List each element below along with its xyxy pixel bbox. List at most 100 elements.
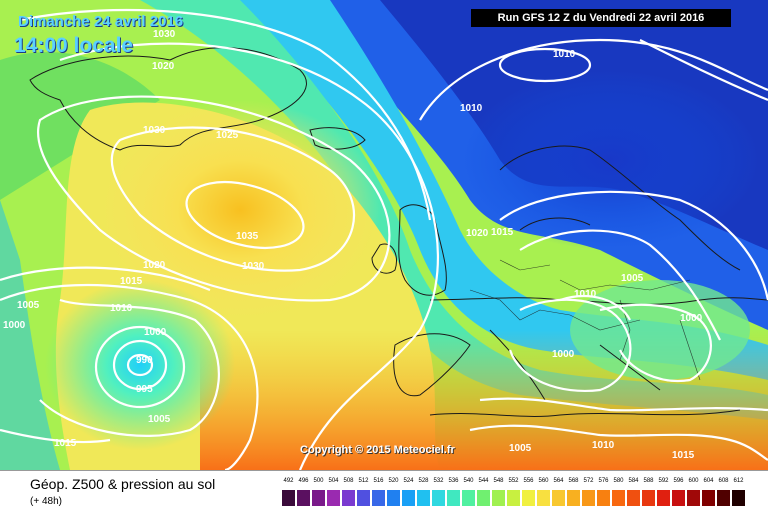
color-swatch xyxy=(702,490,715,506)
isobar-label: 1020 xyxy=(466,228,489,239)
color-swatch xyxy=(522,490,535,506)
color-swatch xyxy=(417,490,430,506)
color-swatch xyxy=(492,490,505,506)
isobar-label: 1015 xyxy=(672,450,695,461)
color-scale-tick: 612 xyxy=(733,478,744,484)
legend-subtitle: (+ 48h) xyxy=(30,496,62,507)
color-swatch xyxy=(657,490,670,506)
color-swatch xyxy=(372,490,385,506)
isobar-label: 1000 xyxy=(144,327,167,338)
color-scale-tick: 608 xyxy=(718,478,729,484)
color-swatch xyxy=(462,490,475,506)
isobar-label: 1005 xyxy=(148,414,171,425)
color-swatch xyxy=(732,490,745,506)
color-swatch xyxy=(327,490,340,506)
color-scale-tick: 584 xyxy=(628,478,639,484)
isobar-label: 1020 xyxy=(152,61,175,72)
color-scale-tick: 576 xyxy=(598,478,609,484)
color-scale-tick: 548 xyxy=(493,478,504,484)
color-scale-tick: 536 xyxy=(448,478,459,484)
isobar-label: 1030 xyxy=(153,29,176,40)
color-swatch xyxy=(627,490,640,506)
isobar-label: 1030 xyxy=(242,261,265,272)
color-scale-tick: 504 xyxy=(328,478,339,484)
isobar-label: 1015 xyxy=(491,227,514,238)
legend-title: Géop. Z500 & pression au sol xyxy=(30,476,216,492)
color-swatch xyxy=(297,490,310,506)
field-band-green-west xyxy=(0,200,60,470)
coastlines xyxy=(29,47,768,417)
color-scale-tick: 516 xyxy=(373,478,384,484)
color-scale-tick: 580 xyxy=(613,478,624,484)
color-swatch xyxy=(387,490,400,506)
color-scale-tick: 540 xyxy=(463,478,474,484)
color-scale-tick: 500 xyxy=(313,478,324,484)
isobar-label: 1010 xyxy=(110,303,133,314)
isobar-label: 1005 xyxy=(509,443,532,454)
color-swatch xyxy=(597,490,610,506)
color-swatch xyxy=(477,490,490,506)
color-scale-tick: 560 xyxy=(538,478,549,484)
color-swatch xyxy=(642,490,655,506)
color-swatch xyxy=(357,490,370,506)
color-scale-tick: 604 xyxy=(703,478,714,484)
forecast-time: 14:00 locale xyxy=(14,34,134,57)
color-scale-tick: 524 xyxy=(403,478,414,484)
color-swatch xyxy=(567,490,580,506)
country-borders xyxy=(469,259,701,381)
isobar-label: 1025 xyxy=(216,130,239,141)
color-scale-tick: 544 xyxy=(478,478,489,484)
color-swatch xyxy=(612,490,625,506)
green-pocket-east xyxy=(570,280,750,380)
color-swatch xyxy=(342,490,355,506)
isobar-label: 1035 xyxy=(236,231,259,242)
color-scale-tick: 588 xyxy=(643,478,654,484)
color-swatch xyxy=(447,490,460,506)
isobar-label: 1000 xyxy=(3,320,26,331)
color-swatch xyxy=(687,490,700,506)
color-swatch xyxy=(537,490,550,506)
color-scale-tick: 552 xyxy=(508,478,519,484)
color-swatch xyxy=(672,490,685,506)
color-swatch xyxy=(312,490,325,506)
forecast-date: Dimanche 24 avril 2016 xyxy=(18,13,184,30)
color-scale-tick: 496 xyxy=(298,478,309,484)
color-swatch xyxy=(582,490,595,506)
isobar-label: 990 xyxy=(136,355,153,366)
color-scale-tick: 520 xyxy=(388,478,399,484)
isobar-label: 1030 xyxy=(143,125,166,136)
isobar-label: 1015 xyxy=(120,276,143,287)
color-swatch xyxy=(717,490,730,506)
color-scale-tick: 568 xyxy=(568,478,579,484)
color-scale-tick: 492 xyxy=(283,478,294,484)
blue-trough-scandinavia xyxy=(460,70,760,250)
high-pressure-core xyxy=(100,100,380,320)
color-scale-tick: 600 xyxy=(688,478,699,484)
low-pressure-core xyxy=(45,280,235,450)
run-info: Run GFS 12 Z du Vendredi 22 avril 2016 xyxy=(471,9,731,27)
isobar-label: 1000 xyxy=(680,313,703,324)
legend-footer: Géop. Z500 & pression au sol (+ 48h) 492… xyxy=(0,470,768,513)
copyright-notice: Copyright © 2015 Meteociel.fr xyxy=(300,444,455,456)
color-scale-tick: 528 xyxy=(418,478,429,484)
isobar-label: 1010 xyxy=(460,103,483,114)
isobar-label: 1020 xyxy=(143,260,166,271)
isobar-lines xyxy=(0,8,768,470)
isobar-label: 1015 xyxy=(54,438,77,449)
color-scale-tick: 572 xyxy=(583,478,594,484)
isobar-label: 1010 xyxy=(592,440,615,451)
color-scale-tick: 532 xyxy=(433,478,444,484)
isobar-labels: 1030 1020 1030 1025 1035 1030 1020 1015 … xyxy=(3,29,703,461)
isobar-label: 1010 xyxy=(553,49,576,60)
color-swatch xyxy=(552,490,565,506)
color-scale-tick: 556 xyxy=(523,478,534,484)
color-scale: 492 496 500 504 508 512 516 520 524 528 532 536 540 5… xyxy=(282,478,750,508)
isobar-label: 1010 xyxy=(574,289,597,300)
isobar-label: 1005 xyxy=(17,300,40,311)
color-swatch xyxy=(507,490,520,506)
field-band-cyan xyxy=(230,0,768,380)
color-swatch xyxy=(282,490,295,506)
isobar-label: 1005 xyxy=(621,273,644,284)
color-scale-tick: 512 xyxy=(358,478,369,484)
